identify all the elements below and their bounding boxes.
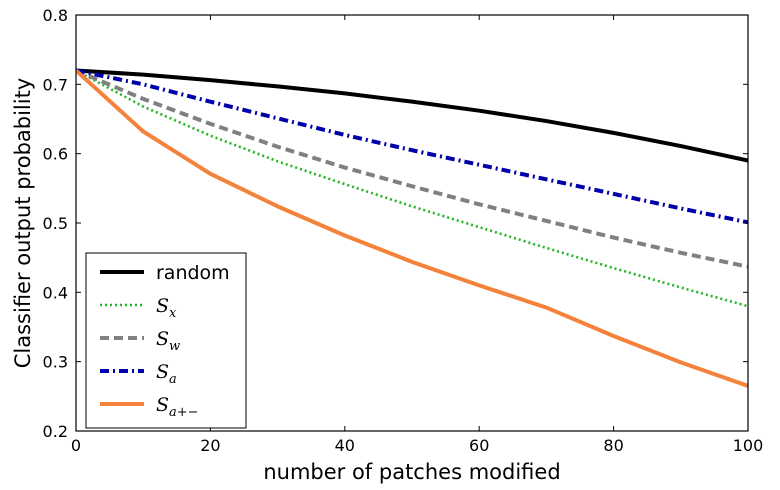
series-layer: [76, 68, 748, 388]
y-tick-label: 0.5: [43, 214, 68, 233]
legend-label-main: random: [156, 262, 230, 284]
series-line-1: [76, 69, 748, 308]
y-axis-label: Classifier output probability: [11, 78, 35, 369]
y-tick-label: 0.7: [43, 75, 68, 94]
legend-label-4: Sa+−: [156, 394, 199, 420]
y-tick-label: 0.4: [43, 283, 68, 302]
y-tick-label: 0.2: [43, 422, 68, 441]
x-tick-label: 60: [469, 436, 489, 455]
legend-label-main: S: [156, 394, 169, 416]
x-tick-label: 20: [200, 436, 220, 455]
x-tick-label: 80: [603, 436, 623, 455]
x-axis-label: number of patches modified: [263, 460, 560, 484]
legend-label-1: Sx: [156, 295, 177, 321]
ticks-layer: 0 20 40 60 80 100 0.2 0.3 0.4 0.5 0.6 0.7 0.8: [43, 6, 764, 455]
series-line-0: [76, 68, 748, 163]
legend-label-2: Sw: [156, 328, 180, 354]
legend-label-sub: x: [169, 306, 177, 321]
legend-label-main: S: [156, 361, 169, 383]
series-line-3: [76, 68, 748, 225]
legend-label-sub: a+−: [169, 405, 199, 420]
legend-label-3: Sa: [156, 361, 177, 387]
legend-label-0: random: [156, 262, 230, 284]
legend-label-sub: w: [169, 339, 180, 354]
x-tick-label: 100: [733, 436, 764, 455]
series-line-4: [76, 68, 748, 388]
legend-label-main: S: [156, 328, 169, 350]
x-tick-label: 0: [71, 436, 81, 455]
legend-label-main: S: [156, 295, 169, 317]
y-tick-label: 0.3: [43, 353, 68, 372]
legend-label-sub: a: [169, 372, 177, 387]
y-tick-label: 0.6: [43, 145, 68, 164]
series-line-2: [76, 68, 748, 269]
x-tick-label: 40: [335, 436, 355, 455]
y-tick-label: 0.8: [43, 6, 68, 25]
legend-box: [85, 252, 247, 429]
